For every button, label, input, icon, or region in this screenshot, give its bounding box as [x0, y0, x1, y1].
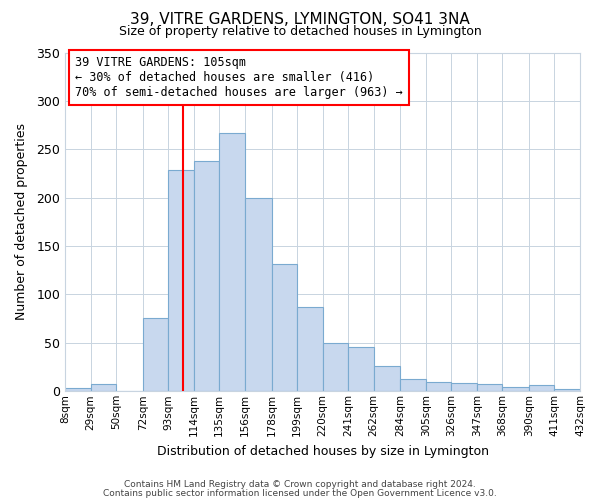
Bar [143, 318, 168, 392]
Text: Size of property relative to detached houses in Lymington: Size of property relative to detached ho… [119, 25, 481, 38]
Bar [297, 307, 323, 392]
Y-axis label: Number of detached properties: Number of detached properties [15, 124, 28, 320]
Text: 39, VITRE GARDENS, LYMINGTON, SO41 3NA: 39, VITRE GARDENS, LYMINGTON, SO41 3NA [130, 12, 470, 26]
Bar [323, 343, 348, 392]
Bar [348, 346, 374, 392]
Bar [374, 366, 400, 392]
X-axis label: Distribution of detached houses by size in Lymington: Distribution of detached houses by size … [157, 444, 488, 458]
Bar [502, 388, 529, 392]
Bar [245, 198, 272, 392]
Text: Contains public sector information licensed under the Open Government Licence v3: Contains public sector information licen… [103, 488, 497, 498]
Bar [529, 386, 554, 392]
Bar [426, 382, 451, 392]
Bar [194, 161, 220, 392]
Bar [400, 378, 426, 392]
Bar [91, 384, 116, 392]
Text: Contains HM Land Registry data © Crown copyright and database right 2024.: Contains HM Land Registry data © Crown c… [124, 480, 476, 489]
Bar [451, 382, 477, 392]
Bar [272, 264, 297, 392]
Bar [554, 390, 580, 392]
Bar [168, 170, 194, 392]
Bar [220, 133, 245, 392]
Bar [477, 384, 502, 392]
Text: 39 VITRE GARDENS: 105sqm
← 30% of detached houses are smaller (416)
70% of semi-: 39 VITRE GARDENS: 105sqm ← 30% of detach… [76, 56, 403, 99]
Bar [65, 388, 91, 392]
